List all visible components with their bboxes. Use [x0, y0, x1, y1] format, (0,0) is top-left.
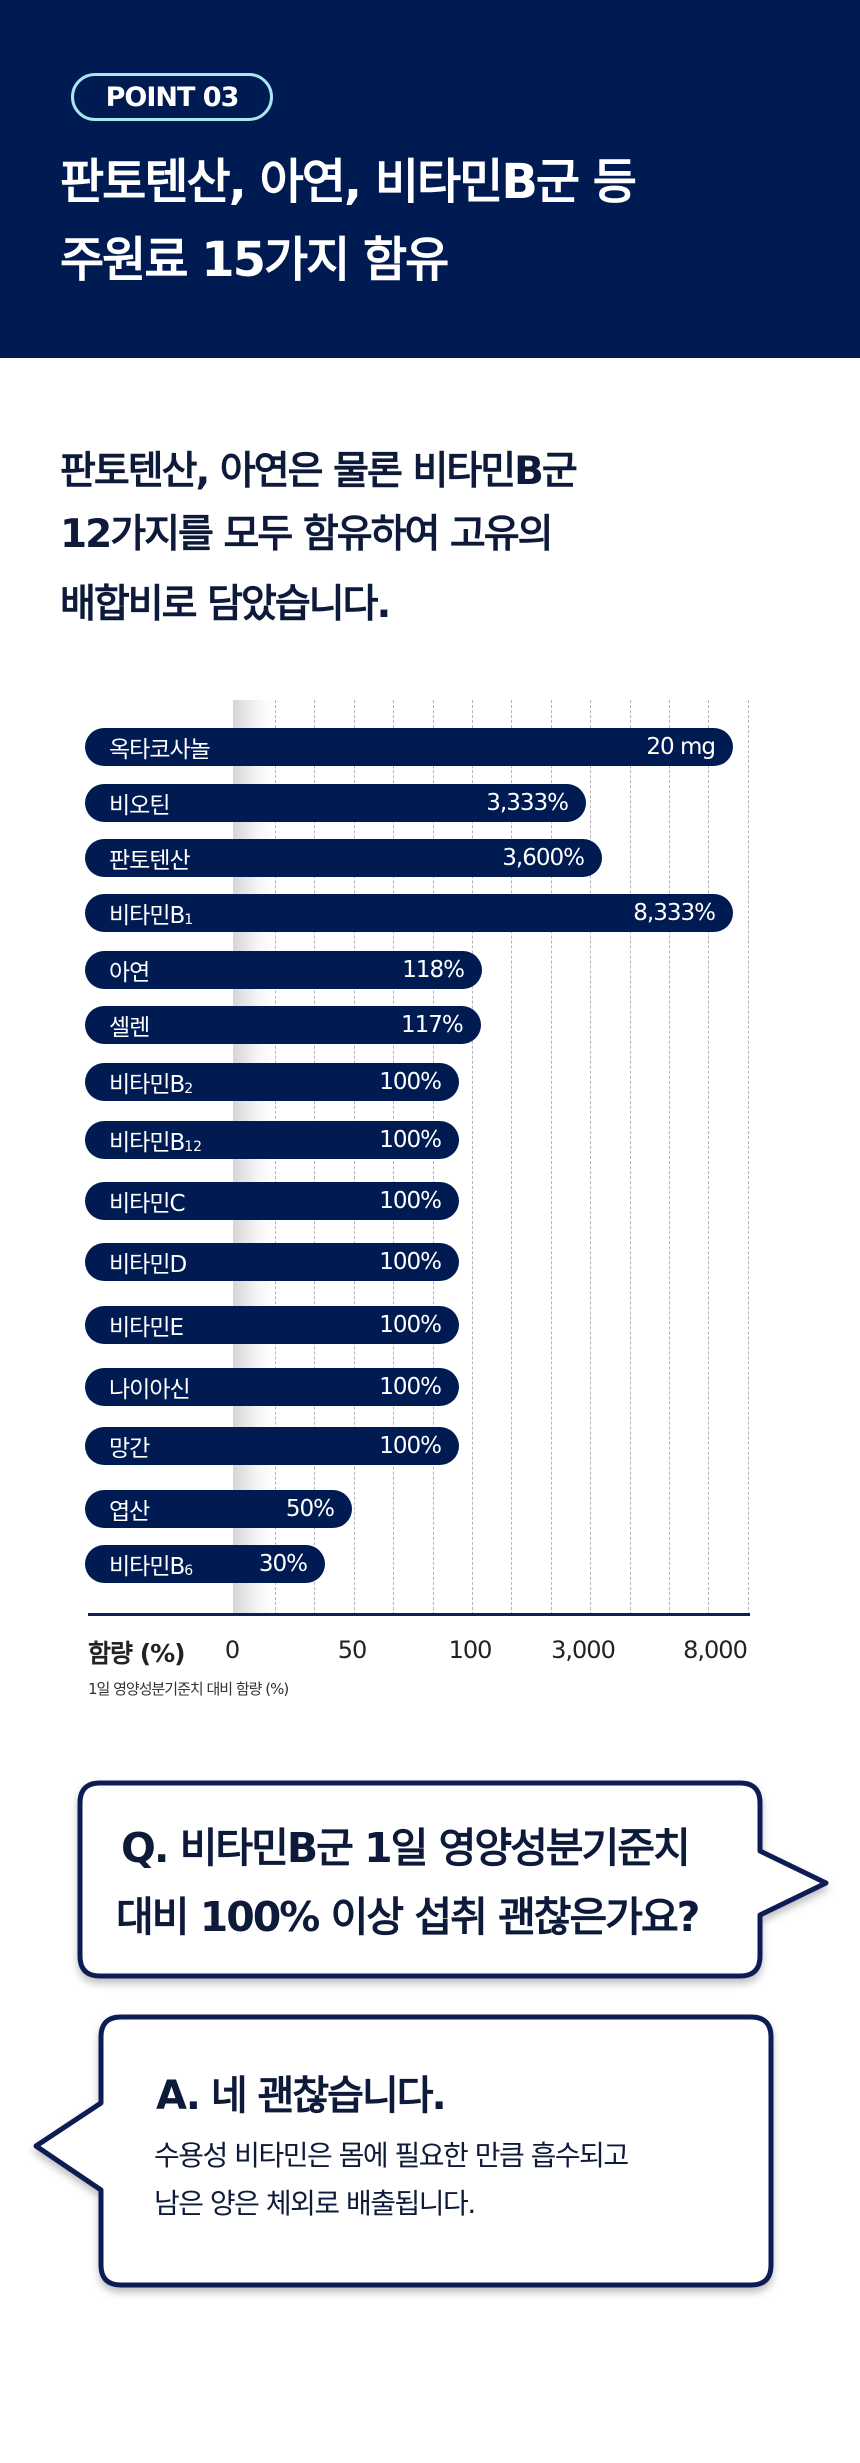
bar-label-text: 비타민B: [109, 1072, 185, 1098]
bar-label: 비타민B12: [109, 1123, 202, 1157]
bar-label-text: 비오틴: [109, 793, 170, 819]
bar-label: 비타민C: [109, 1184, 186, 1218]
bar-7: 비타민B12 100%: [85, 1121, 459, 1159]
bar-2: 판토텐산 3,600%: [85, 839, 602, 877]
answer-line-2: 남은 양은 체외로 배출됩니다.: [154, 2187, 476, 2220]
bar-label-subscript: 12: [184, 1139, 203, 1155]
bar-value: 3,333%: [486, 790, 569, 816]
bar-value: 3,600%: [502, 845, 585, 871]
bar-12: 망간 100%: [85, 1427, 459, 1465]
bar-3: 비타민B1 8,333%: [85, 894, 733, 932]
bar-4: 아연 118%: [85, 951, 482, 989]
bar-value: 118%: [402, 957, 465, 983]
bar-value: 100%: [379, 1069, 442, 1095]
bar-11: 나이아신 100%: [85, 1368, 459, 1406]
bar-13: 엽산 50%: [85, 1490, 352, 1528]
bar-value: 50%: [285, 1496, 335, 1522]
bar-value: 117%: [400, 1012, 464, 1038]
point-badge: POINT 03: [71, 73, 273, 121]
grid-line: [629, 700, 631, 1615]
bar-label: 비타민E: [109, 1308, 184, 1342]
x-tick-label: 0: [224, 1636, 240, 1664]
answer-line-1: 수용성 비타민은 몸에 필요한 만큼 흡수되고: [154, 2139, 629, 2172]
bar-label-text: 아연: [109, 960, 150, 986]
bar-label: 비타민D: [109, 1245, 187, 1279]
x-tick-label: 50: [337, 1636, 368, 1664]
bar-label-text: 비타민B: [109, 903, 185, 929]
bar-label-text: 셀렌: [109, 1015, 150, 1041]
bar-value: 100%: [379, 1433, 442, 1459]
bar-label: 셀렌: [109, 1008, 150, 1042]
subtitle-line-3: 배합비로 담았습니다.: [60, 582, 391, 627]
bar-value: 30%: [258, 1551, 308, 1577]
grid-line: [472, 700, 473, 1615]
x-tick-label: 8,000: [683, 1636, 748, 1664]
header-title-line-1: 판토텐산, 아연, 비타민B군 등: [60, 154, 637, 210]
bar-label-subscript: 2: [184, 1081, 194, 1097]
bar-label-subscript: 1: [184, 912, 194, 928]
bar-6: 비타민B2 100%: [85, 1063, 459, 1101]
bar-label: 옥타코사놀: [109, 730, 211, 764]
bar-label: 비타민B2: [109, 1065, 193, 1099]
bar-0: 옥타코사놀 20 mg: [85, 728, 733, 766]
bar-label: 비타민B6: [109, 1547, 193, 1581]
bar-10: 비타민E 100%: [85, 1306, 459, 1344]
bar-5: 셀렌 117%: [85, 1006, 481, 1044]
bar-1: 비오틴 3,333%: [85, 784, 586, 822]
bar-value: 100%: [379, 1127, 442, 1153]
bar-label-text: 나이아신: [109, 1377, 191, 1403]
question-line-1: Q. 비타민B군 1일 영양성분기준치: [121, 1824, 691, 1872]
grid-line: [747, 700, 749, 1615]
grid-line: [669, 700, 670, 1615]
bar-value: 100%: [379, 1249, 442, 1275]
bar-8: 비타민C 100%: [85, 1182, 459, 1220]
bar-value: 20 mg: [646, 734, 716, 760]
question-line-2: 대비 100% 이상 섭취 괜찮은가요?: [116, 1893, 700, 1941]
bar-label: 판토텐산: [109, 841, 191, 875]
subtitle-line-2: 12가지를 모두 함유하여 고유의: [60, 512, 554, 557]
bar-label-subscript: 6: [184, 1563, 194, 1579]
x-tick-label: 100: [448, 1636, 493, 1664]
grid-line: [708, 700, 710, 1615]
bar-value: 100%: [379, 1312, 442, 1338]
bar-label: 비오틴: [109, 786, 170, 820]
bar-9: 비타민D 100%: [85, 1243, 459, 1281]
bar-value: 8,333%: [633, 900, 716, 926]
answer-title: A. 네 괜찮습니다.: [156, 2073, 447, 2119]
chart-note: 1일 영양성분기준치 대비 함량 (%): [88, 1680, 289, 1698]
x-tick-label: 3,000: [551, 1636, 616, 1664]
bar-label-text: 비타민E: [109, 1315, 184, 1341]
x-axis-line: [88, 1613, 750, 1616]
bar-label-text: 비타민B: [109, 1554, 185, 1580]
header-banner: [0, 0, 860, 358]
bar-label: 아연: [109, 953, 150, 987]
bar-label: 엽산: [109, 1492, 150, 1526]
question-bubble: [33, 1780, 829, 2288]
bar-value: 100%: [379, 1374, 442, 1400]
header-title-line-2: 주원료 15가지 함유: [60, 232, 449, 288]
bar-label-text: 비타민C: [109, 1191, 186, 1217]
answer-bubble: [33, 2014, 774, 2288]
grid-line: [590, 700, 592, 1615]
bar-value: 100%: [379, 1188, 442, 1214]
axis-title: 함량 (%): [88, 1639, 186, 1668]
bar-label-text: 망간: [109, 1436, 150, 1462]
grid-line: [550, 700, 552, 1615]
bar-label-text: 비타민B: [109, 1130, 185, 1156]
bar-label: 망간: [109, 1429, 150, 1463]
bar-label-text: 판토텐산: [109, 848, 191, 874]
bar-label-text: 비타민D: [109, 1252, 187, 1278]
bar-label-text: 엽산: [109, 1499, 150, 1525]
bar-label: 비타민B1: [109, 896, 193, 930]
bar-label-text: 옥타코사놀: [109, 737, 211, 763]
bar-label: 나이아신: [109, 1370, 191, 1404]
grid-line: [511, 700, 513, 1615]
subtitle-line-1: 판토텐산, 아연은 물론 비타민B군: [60, 449, 578, 494]
bar-14: 비타민B6 30%: [85, 1545, 325, 1583]
